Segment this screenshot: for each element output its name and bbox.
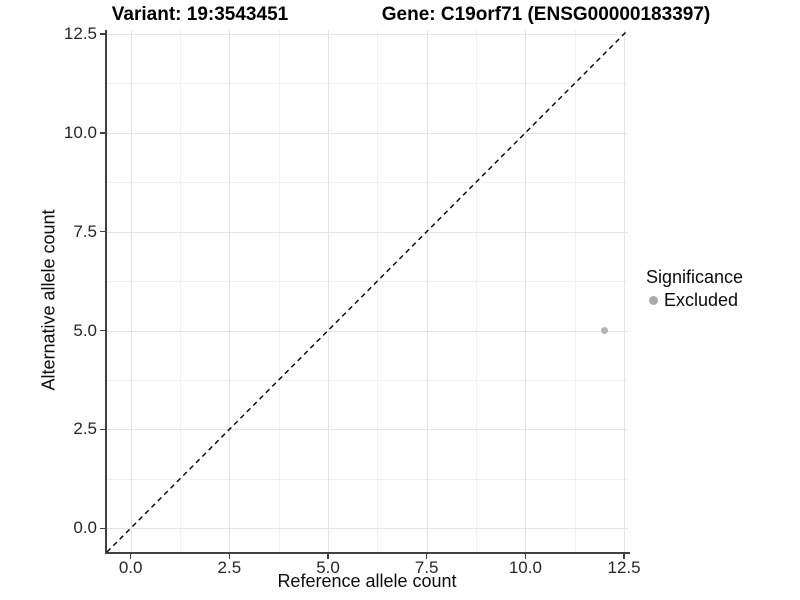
legend-item-excluded: Excluded [646,290,743,311]
y-tick-label: 10.0 [63,122,97,142]
grid-major-line-vertical [229,30,231,552]
grid-major-line-vertical [328,30,330,552]
x-tick-label: 2.5 [217,558,242,577]
plot-title-gene: Gene: C19orf71 (ENSG00000183397) [381,4,711,25]
grid-minor-line-horizontal [107,182,628,184]
y-tick [100,230,105,233]
x-tick-label: 5.0 [316,558,340,577]
grid-minor-line-vertical [377,30,379,552]
x-tick [425,554,428,559]
grid-minor-line-vertical [476,30,478,552]
x-tick [228,554,231,559]
grid-minor-line-vertical [574,30,576,552]
grid-minor-line-horizontal [107,281,628,283]
grid-major-line-horizontal [107,330,628,332]
grid-major-line-vertical [624,30,626,552]
grid-minor-line-vertical [180,30,182,552]
y-tick-label: 7.5 [73,221,97,241]
grid-major-line-vertical [525,30,527,552]
x-tick [524,554,527,559]
grid-major-line-vertical [130,30,132,552]
x-tick-label: 0.0 [118,558,143,577]
grid-minor-line-horizontal [107,83,628,85]
grid-minor-line-horizontal [107,379,628,381]
grid-minor-line-horizontal [107,478,628,480]
legend-item-label: Excluded [664,290,739,310]
data-point [600,327,608,335]
grid-major-line-horizontal [107,33,628,35]
grid-major-line-horizontal [107,231,628,233]
legend-title: Significance [646,267,744,287]
x-axis-title: Reference allele count [277,571,457,591]
y-tick-label: 12.5 [63,23,97,43]
plot-title-variant: Variant: 19:3543451 [111,4,289,25]
x-tick-label: 12.5 [607,558,641,577]
x-tick [623,554,625,559]
y-tick [100,428,105,431]
y-tick [100,329,105,332]
x-axis-line [105,552,630,554]
y-tick [100,527,105,530]
legend: Significance Excluded [646,266,743,311]
y-axis-line [105,30,107,554]
y-tick-label: 0.0 [73,518,97,538]
y-tick [100,33,105,35]
y-tick-label: 5.0 [73,320,97,340]
grid-minor-line-vertical [278,30,280,552]
x-tick [327,554,329,559]
x-tick [129,554,132,559]
grid-major-line-vertical [426,30,428,552]
grid-major-line-horizontal [107,429,628,431]
legend-key-dot-icon [649,296,658,305]
y-tick [100,132,105,134]
grid-major-line-horizontal [107,528,628,530]
grid-major-line-horizontal [107,132,628,134]
y-tick-label: 2.5 [73,419,97,439]
identity-line-layer [106,29,629,553]
x-tick-label: 10.0 [508,558,542,577]
x-tick-label: 7.5 [414,558,439,577]
identity-dashed-line [106,29,629,553]
